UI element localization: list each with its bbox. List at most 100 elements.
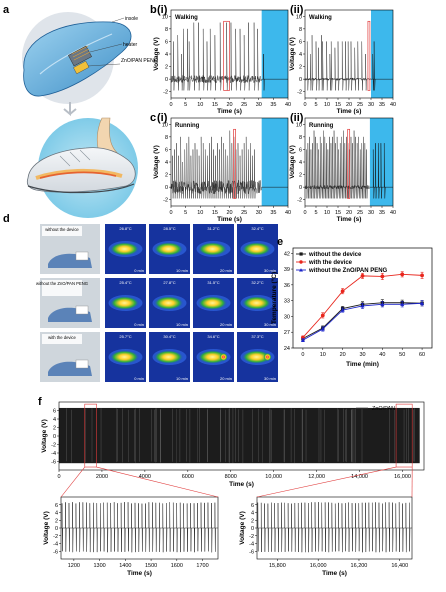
voltage-peak: [215, 155, 217, 199]
x-tick-label: 20: [226, 102, 232, 108]
voltage-peak: [200, 136, 203, 199]
heat-region: [109, 296, 140, 310]
x-tick-label: 50: [399, 352, 405, 358]
x-tick-label: 20: [340, 352, 346, 358]
heat-region: [197, 350, 228, 364]
voltage-peak: [361, 143, 364, 199]
panel-b-sub1: (i): [157, 4, 168, 16]
voltage-peak: [182, 161, 185, 199]
time-readout: 0 min: [134, 376, 144, 381]
voltage-peak: [311, 35, 314, 91]
y-tick-label: -2: [297, 90, 302, 96]
time-readout: 20 min: [220, 268, 232, 273]
voltage-peak: [347, 41, 350, 91]
voltage-peak: [333, 130, 336, 199]
data-point: [320, 313, 325, 318]
temperature-readout: 37.3°C: [251, 334, 263, 339]
x-tick-label: 5: [314, 102, 317, 108]
voltage-peak: [324, 136, 327, 199]
y-tick-label: -6: [249, 549, 254, 555]
voltage-peak: [372, 53, 375, 91]
y-tick-label: -2: [297, 198, 302, 204]
time-readout: 0 min: [134, 322, 144, 327]
voltage-peak: [347, 143, 350, 199]
x-tick-label: 0: [169, 210, 172, 216]
x-tick-label: 0: [57, 474, 60, 480]
voltage-peak: [352, 143, 354, 199]
voltage-peak: [243, 143, 246, 199]
chart-temperature: without the device with the device without…: [270, 247, 433, 368]
signal-envelope: [59, 407, 420, 464]
voltage-peak: [359, 149, 362, 199]
connector-line: [60, 466, 85, 498]
time-readout: 30 min: [264, 268, 276, 273]
voltage-peak: [336, 136, 339, 199]
temperature-readout: 25.4°C: [119, 280, 131, 285]
y-tick-label: -4: [53, 542, 58, 548]
y-tick-label: 6: [53, 409, 56, 415]
y-axis-label: Voltage (V): [153, 37, 160, 70]
voltage-peak: [322, 41, 324, 91]
voltage-peak: [235, 149, 238, 199]
voltage-peak: [187, 28, 189, 91]
voltage-peak: [307, 143, 310, 199]
voltage-peak: [337, 41, 340, 91]
x-tick-label: 30: [256, 102, 262, 108]
y-tick-label: -6: [51, 460, 56, 466]
x-tick-label: 1200: [68, 563, 80, 569]
time-readout: 30 min: [264, 376, 276, 381]
voltage-peak: [225, 149, 228, 199]
chart-long-term: ZnO/PAN -6 -4 -2 0 2 4 6 0 2000 4000 6000 8000 10,000…: [41, 401, 425, 488]
voltage-peak: [221, 136, 223, 199]
voltage-peak: [373, 41, 376, 91]
voltage-peak: [204, 149, 207, 199]
legend-label: ZnO/PAN: [372, 406, 395, 412]
voltage-peak: [354, 47, 357, 91]
x-tick-label: 5: [184, 102, 187, 108]
voltage-trace: [61, 502, 218, 553]
voltage-peak: [206, 41, 209, 91]
voltage-peak: [355, 136, 357, 199]
highlight-box: [233, 128, 236, 199]
baseline-trace: [304, 77, 371, 81]
zoom-box-1: [395, 403, 413, 468]
heat-region: [197, 296, 228, 310]
y-tick-label: -6: [53, 549, 58, 555]
device-photo-icon: [75, 305, 89, 315]
y-axis-label: Temperature (°C): [270, 272, 278, 324]
voltage-peak: [237, 143, 240, 199]
voltage-peak: [227, 155, 230, 199]
y-tick-label: 0: [299, 185, 302, 191]
y-tick-label: 0: [55, 526, 58, 532]
heater-callout: heater: [123, 42, 138, 48]
y-tick-label: 8: [299, 27, 302, 33]
time-readout: 30 min: [264, 322, 276, 327]
voltage-peak: [332, 136, 334, 199]
down-arrow-icon: [63, 102, 77, 117]
shoe-illustration: [26, 117, 136, 194]
voltage-peak: [363, 136, 365, 199]
voltage-peak: [209, 28, 212, 91]
photo-caption-bg: [42, 226, 82, 236]
x-tick-label: 40: [285, 210, 291, 216]
y-tick-label: 27: [284, 330, 290, 336]
data-point: [320, 327, 325, 331]
inactive-shade: [261, 10, 288, 98]
legend-marker: [299, 252, 303, 256]
x-tick-label: 25: [357, 102, 363, 108]
voltage-trace: [257, 502, 412, 553]
voltage-peak: [339, 143, 342, 199]
highlight-box: [367, 20, 371, 91]
x-tick-label: 1700: [196, 563, 208, 569]
voltage-peak: [250, 143, 252, 199]
thermal-image-grid: without the device 26.8°C 0 min 28.5°C 10 mi…: [36, 224, 278, 382]
panel-d-label: d: [3, 213, 10, 225]
voltage-peak: [378, 143, 380, 199]
y-tick-label: 10: [296, 14, 302, 20]
baseline-trace: [170, 75, 262, 84]
data-point: [340, 308, 345, 312]
x-tick-label: 5: [314, 210, 317, 216]
highlight-box: [347, 128, 351, 199]
